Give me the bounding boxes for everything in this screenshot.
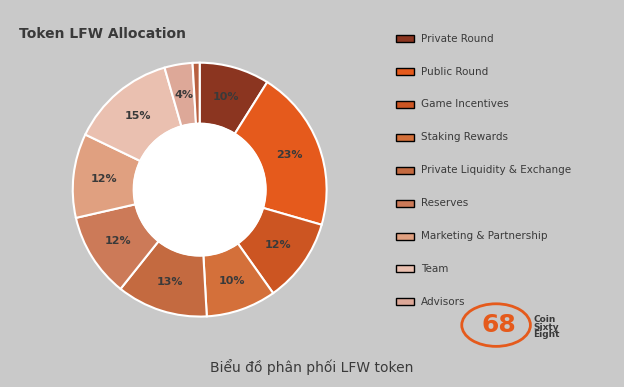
Text: Coin: Coin [534, 315, 556, 324]
Text: Private Liquidity & Exchange: Private Liquidity & Exchange [421, 165, 572, 175]
Wedge shape [73, 135, 140, 218]
Text: 12%: 12% [90, 174, 117, 184]
Text: Token LFW Allocation: Token LFW Allocation [19, 27, 186, 41]
Wedge shape [120, 241, 207, 317]
Wedge shape [165, 63, 196, 126]
Text: Private Round: Private Round [421, 34, 494, 44]
Text: 4%: 4% [174, 89, 193, 99]
Text: Reserves: Reserves [421, 198, 469, 208]
Text: 68: 68 [482, 313, 517, 337]
Wedge shape [238, 208, 321, 293]
Text: Biểu đồ phân phối LFW token: Biểu đồ phân phối LFW token [210, 360, 414, 375]
Circle shape [134, 123, 266, 256]
Text: 15%: 15% [124, 111, 150, 121]
Wedge shape [85, 68, 182, 161]
Wedge shape [200, 63, 267, 134]
Text: Advisors: Advisors [421, 297, 466, 307]
Text: Public Round: Public Round [421, 67, 489, 77]
Text: Game Incentives: Game Incentives [421, 99, 509, 110]
Wedge shape [76, 204, 158, 289]
Wedge shape [235, 82, 326, 225]
Text: 10%: 10% [213, 92, 240, 102]
Text: 23%: 23% [276, 150, 303, 160]
Text: Sixty: Sixty [534, 322, 559, 332]
Text: Staking Rewards: Staking Rewards [421, 132, 508, 142]
Text: Marketing & Partnership: Marketing & Partnership [421, 231, 548, 241]
Text: 12%: 12% [105, 236, 131, 246]
Wedge shape [193, 63, 200, 124]
Text: Eight: Eight [534, 330, 560, 339]
Text: 13%: 13% [157, 277, 183, 286]
Text: Team: Team [421, 264, 449, 274]
Text: 12%: 12% [265, 240, 291, 250]
Text: 10%: 10% [218, 276, 245, 286]
Wedge shape [203, 243, 273, 316]
